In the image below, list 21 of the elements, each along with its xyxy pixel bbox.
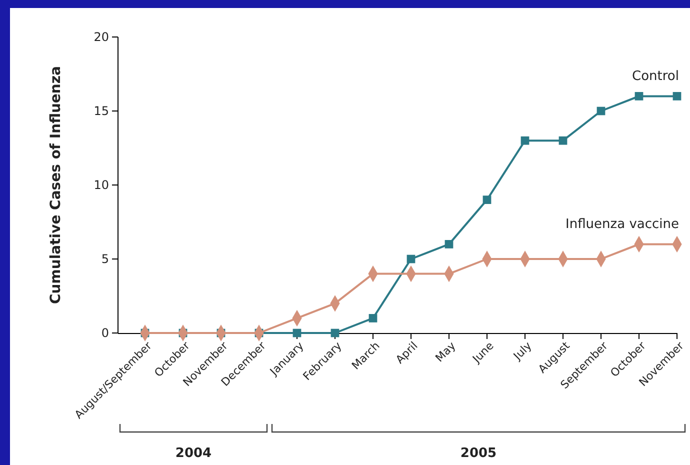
point xyxy=(330,328,340,338)
point xyxy=(292,328,302,338)
point xyxy=(596,106,606,116)
y-tick-label: 15 xyxy=(94,104,109,118)
y-tick-label: 20 xyxy=(94,30,109,44)
point xyxy=(444,240,454,248)
point xyxy=(482,196,492,204)
text: 2004 xyxy=(175,446,212,461)
point xyxy=(558,136,568,145)
text: 2005 xyxy=(460,446,497,461)
point xyxy=(634,92,644,100)
point xyxy=(368,314,378,322)
point xyxy=(406,254,416,264)
y-tick-label: 0 xyxy=(101,326,109,340)
y-axis-title: Cumulative Cases of Influenza xyxy=(48,66,64,304)
point xyxy=(672,92,682,100)
series-label: Influenza vaccine xyxy=(566,217,679,232)
point xyxy=(520,136,530,145)
series-label: Control xyxy=(632,69,679,84)
y-tick-label: 5 xyxy=(101,252,109,266)
y-tick-label: 10 xyxy=(94,178,109,192)
